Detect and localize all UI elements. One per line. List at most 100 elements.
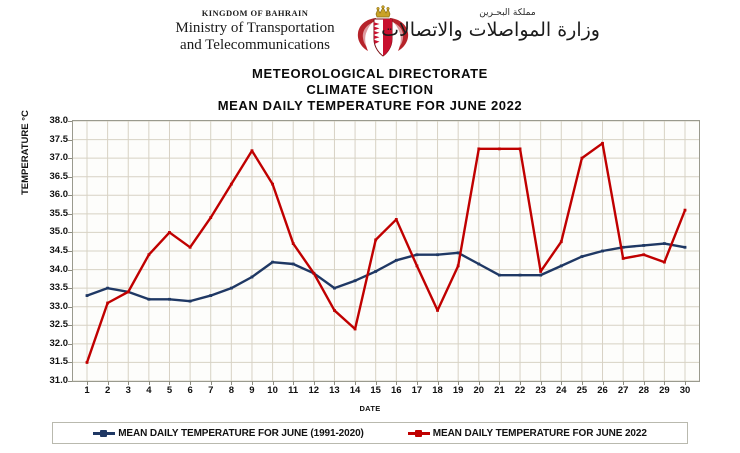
series-point	[188, 299, 192, 303]
x-axis-tick-label: 2	[104, 385, 111, 396]
legend-line-icon-normal	[93, 429, 116, 437]
chart-title-block: METEOROLOGICAL DIRECTORATE CLIMATE SECTI…	[0, 66, 740, 114]
series-point	[415, 264, 419, 268]
series-point	[642, 253, 646, 257]
series-point	[250, 149, 254, 153]
letterhead: KINGDOM OF BAHRAIN Ministry of Transport…	[0, 2, 740, 64]
series-point	[559, 240, 563, 244]
series-point	[498, 273, 501, 277]
kingdom-name-ar: مملكة البحـرين	[479, 8, 536, 18]
series-point	[271, 260, 274, 264]
series-point	[415, 253, 419, 257]
series-point	[580, 255, 584, 258]
series-point	[498, 147, 501, 151]
bahrain-national-emblem-icon	[352, 5, 414, 63]
series-point	[559, 264, 563, 268]
y-axis-tick-label: 34.0	[49, 263, 69, 275]
y-axis-tick-label: 33.0	[49, 300, 69, 312]
series-point	[168, 231, 171, 234]
series-point	[580, 156, 584, 160]
series-point	[621, 245, 625, 249]
legend-label-current: MEAN DAILY TEMPERATURE FOR JUNE 2022	[432, 427, 647, 439]
series-point	[188, 245, 192, 249]
series-point	[621, 257, 625, 260]
series-point	[477, 147, 481, 151]
x-axis-tick-label: 17	[411, 385, 423, 396]
series-point	[168, 297, 171, 301]
x-axis-tick-label: 1	[84, 385, 90, 396]
series-point	[312, 271, 316, 275]
series-point	[683, 208, 687, 212]
x-axis-tick-label: 4	[146, 385, 152, 396]
x-axis-tick-label: 16	[391, 385, 402, 396]
ministry-name-en: Ministry of Transportation and Telecommu…	[150, 20, 360, 54]
y-axis-title: TEMPERATURE °C	[20, 110, 31, 195]
series-point	[642, 244, 646, 247]
x-axis-tick-label: 3	[125, 385, 131, 396]
y-axis-tick-label: 32.5	[49, 319, 69, 331]
x-axis-tick-label: 15	[370, 385, 381, 396]
chart-legend: MEAN DAILY TEMPERATURE FOR JUNE (1991-20…	[52, 422, 688, 444]
series-point	[147, 297, 151, 301]
x-axis-tick-label: 11	[288, 385, 299, 396]
series-point	[250, 275, 254, 279]
series-point	[477, 262, 481, 266]
series-point	[147, 253, 151, 257]
x-axis-tick-label: 5	[166, 385, 173, 396]
x-axis-tick-label: 28	[638, 385, 650, 396]
letterhead-arabic: مملكة البحـرين وزارة المواصلات والاتصالا…	[381, 8, 600, 62]
series-point	[518, 273, 522, 277]
series-point	[662, 260, 666, 264]
series-point	[85, 361, 89, 364]
chart-series-layer	[85, 141, 687, 364]
series-point	[106, 286, 110, 290]
series-point	[518, 147, 522, 151]
series-point	[229, 182, 233, 186]
series-point	[106, 301, 110, 305]
legend-item-current: MEAN DAILY TEMPERATURE FOR JUNE 2022	[407, 427, 647, 439]
series-point	[353, 279, 357, 283]
series-point	[601, 141, 604, 145]
y-axis-tick-label: 35.0	[49, 226, 69, 238]
x-axis-tick-label: 10	[267, 385, 278, 396]
x-axis-tick-label: 27	[617, 385, 629, 396]
series-point	[229, 286, 233, 290]
series-point	[291, 262, 295, 266]
x-axis-tick-label: 22	[514, 385, 526, 396]
x-axis-tick-label: 18	[432, 385, 443, 396]
y-axis-tick-label: 34.5	[49, 245, 69, 256]
x-axis-tick-label: 19	[452, 385, 464, 396]
chart-plot-area	[72, 120, 700, 382]
y-axis-tick-label: 36.5	[49, 170, 69, 182]
x-axis-tick-label: 23	[535, 385, 546, 396]
series-point	[374, 238, 378, 242]
ministry-name-ar: وزارة المواصلات والاتصالات	[381, 19, 600, 41]
series-line-current	[85, 142, 687, 364]
x-axis-tick-label: 7	[208, 385, 214, 396]
series-point	[353, 327, 357, 331]
x-axis-tick-label: 13	[329, 385, 340, 396]
y-axis-tick-label: 33.5	[49, 282, 69, 294]
x-axis-tick-label: 21	[494, 385, 505, 396]
title-line-section: CLIMATE SECTION	[306, 82, 434, 97]
series-point	[539, 270, 543, 273]
x-axis-tick-label: 8	[228, 385, 234, 396]
kingdom-name-en: KINGDOM OF BAHRAIN	[201, 8, 309, 18]
ministry-name-en-line1: Ministry of Transportation	[175, 20, 335, 36]
x-axis-tick-label: 30	[679, 385, 691, 396]
x-axis-tick-label: 14	[349, 385, 361, 396]
series-line-normal	[85, 242, 687, 303]
series-point	[456, 251, 460, 255]
title-line-subject: MEAN DAILY TEMPERATURE FOR JUNE 2022	[217, 98, 523, 113]
series-point	[271, 182, 274, 186]
y-axis-tick-label: 32.0	[49, 337, 69, 349]
y-axis-tick-label: 37.5	[49, 133, 69, 145]
series-point	[209, 294, 213, 297]
x-axis-title: DATE	[359, 404, 381, 413]
x-axis-tick-label: 25	[576, 385, 588, 396]
y-axis-tick-label: 35.5	[49, 207, 69, 219]
series-point	[291, 242, 295, 245]
series-point	[209, 216, 213, 219]
series-point	[333, 309, 336, 312]
series-point	[394, 258, 398, 262]
